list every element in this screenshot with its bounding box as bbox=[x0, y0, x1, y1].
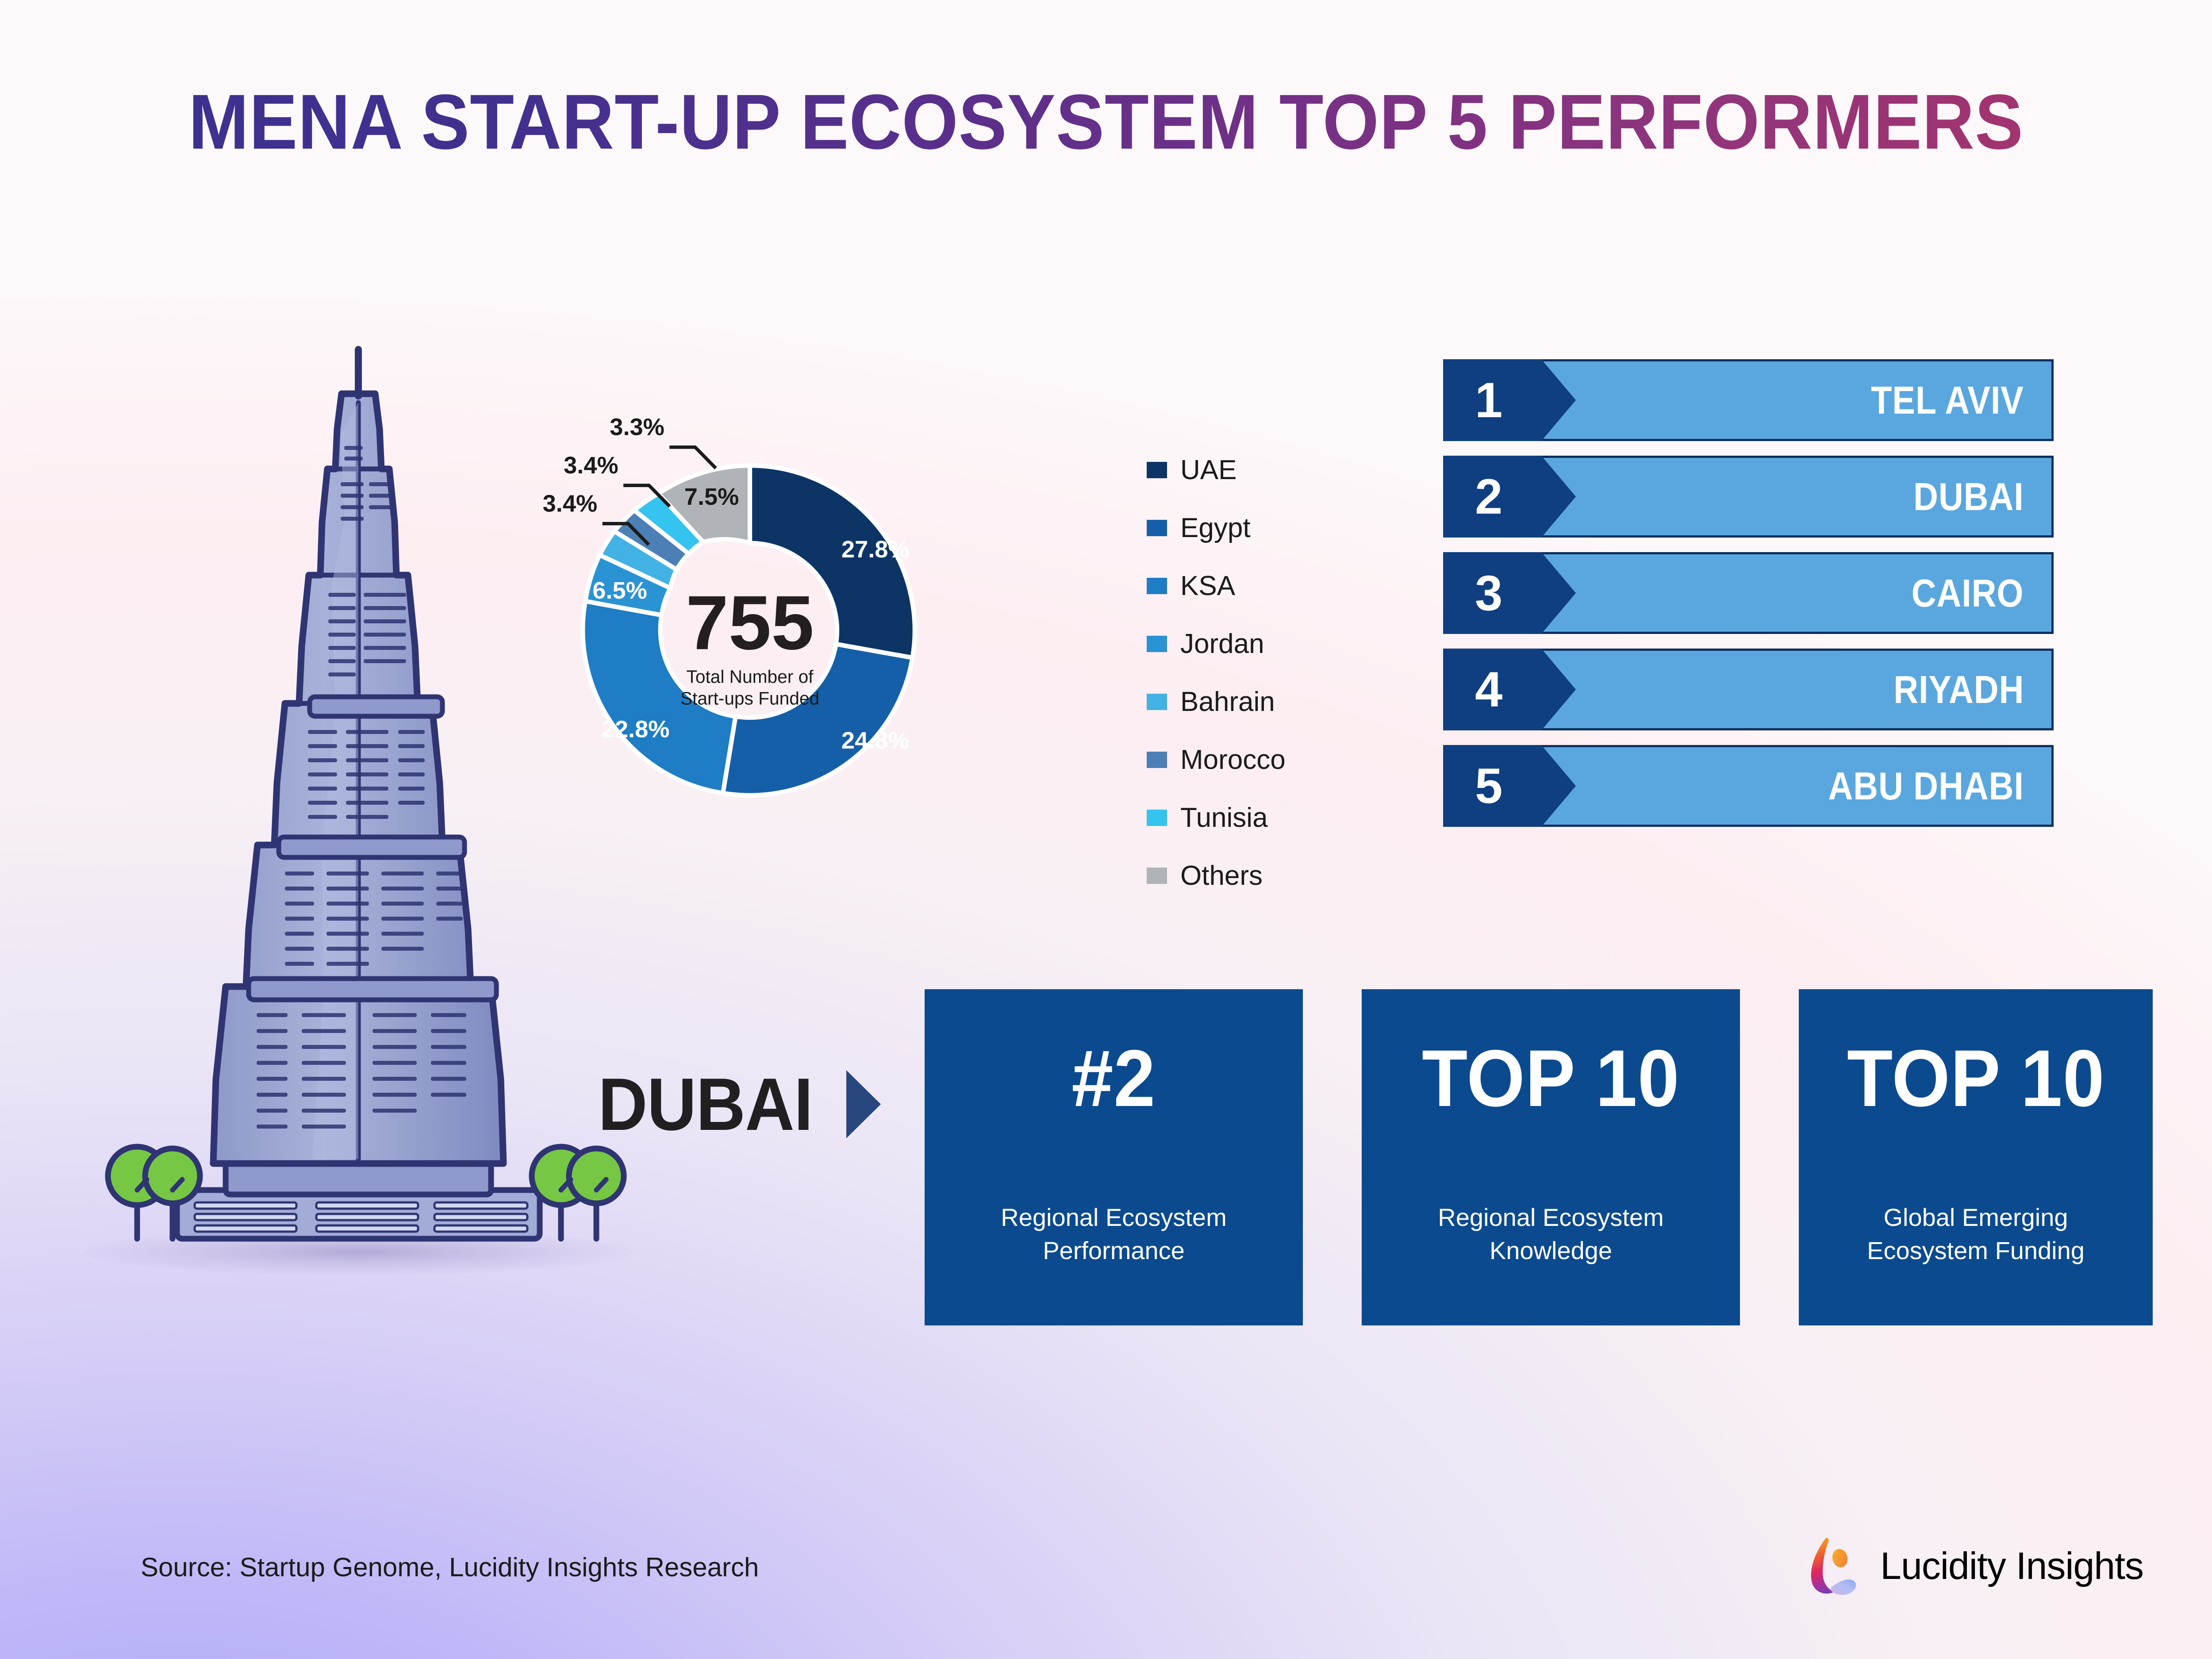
legend-label-others: Others bbox=[1180, 860, 1263, 891]
legend-item-tunisia: Tunisia bbox=[1147, 803, 1324, 832]
stat-caption-2-line2: Knowledge bbox=[1489, 1236, 1613, 1264]
stat-box-regional-performance: #2 Regional Ecosystem Performance bbox=[925, 989, 1303, 1325]
logo-dot bbox=[1832, 1549, 1848, 1567]
lucidity-insights-logo: Lucidity Insights bbox=[1806, 1535, 2144, 1597]
stat-caption-1-line2: Performance bbox=[1043, 1236, 1185, 1264]
rank-city-3: CAIRO bbox=[1912, 571, 2024, 615]
logo-swoosh bbox=[1831, 1579, 1856, 1595]
legend-item-uae: UAE bbox=[1147, 456, 1324, 484]
burj-khalifa-illustration bbox=[49, 336, 668, 1310]
slice-egypt bbox=[720, 641, 915, 798]
slice-label-tunisia: 3.3% bbox=[610, 414, 664, 441]
legend-label-uae: UAE bbox=[1180, 454, 1237, 485]
legend-swatch-morocco bbox=[1147, 752, 1167, 768]
slice-label-morocco: 3.4% bbox=[564, 452, 618, 479]
legend-label-jordan: Jordan bbox=[1180, 628, 1264, 659]
rank-badge-1: 1 bbox=[1443, 359, 1576, 441]
logo-l-stroke bbox=[1811, 1537, 1835, 1594]
legend-item-bahrain: Bahrain bbox=[1147, 687, 1324, 716]
lucidity-logo-icon bbox=[1806, 1535, 1863, 1597]
rank-number-2: 2 bbox=[1475, 469, 1503, 524]
legend-swatch-bahrain bbox=[1147, 694, 1167, 710]
legend-label-ksa: KSA bbox=[1180, 570, 1236, 601]
tree-group-right bbox=[529, 1144, 627, 1242]
dubai-callout: DUBAI bbox=[598, 1067, 881, 1141]
rank-number-1: 1 bbox=[1475, 372, 1503, 428]
leader-morocco bbox=[623, 484, 671, 508]
stat-caption-2-line1: Regional Ecosystem bbox=[1438, 1203, 1664, 1232]
legend-swatch-uae bbox=[1147, 462, 1167, 478]
page-title: MENA START-UP ECOSYSTEM TOP 5 PERFORMERS bbox=[77, 83, 2135, 161]
legend-label-tunisia: Tunisia bbox=[1180, 802, 1268, 833]
stat-caption-1: Regional Ecosystem Performance bbox=[989, 1201, 1238, 1267]
stat-caption-3: Global Emerging Ecosystem Funding bbox=[1855, 1201, 2096, 1267]
legend-item-morocco: Morocco bbox=[1147, 745, 1324, 774]
lucidity-logo-text: Lucidity Insights bbox=[1880, 1545, 2144, 1587]
rank-badge-4: 4 bbox=[1443, 649, 1576, 730]
legend-swatch-ksa bbox=[1147, 578, 1167, 594]
slice-label-uae: 27.8% bbox=[841, 536, 910, 563]
legend-item-egypt: Egypt bbox=[1147, 514, 1324, 542]
stat-caption-3-line2: Ecosystem Funding bbox=[1867, 1236, 2085, 1264]
slice-others bbox=[655, 463, 753, 546]
legend-item-jordan: Jordan bbox=[1147, 630, 1324, 658]
legend-swatch-egypt bbox=[1147, 520, 1167, 536]
source-note: Source: Startup Genome, Lucidity Insight… bbox=[141, 1552, 759, 1582]
legend-swatch-others bbox=[1147, 868, 1167, 884]
donut-chart: 27.8% 24.8% 22.8% 6.5% 7.5% 3.4% 3.4% 3.… bbox=[456, 336, 1044, 925]
stat-box-regional-knowledge: TOP 10 Regional Ecosystem Knowledge bbox=[1362, 989, 1740, 1325]
slice-ksa bbox=[580, 599, 738, 796]
stat-box-global-funding: TOP 10 Global Emerging Ecosystem Funding bbox=[1799, 989, 2153, 1325]
stat-value-1: #2 bbox=[1071, 1033, 1156, 1123]
stat-box-group: #2 Regional Ecosystem Performance TOP 10… bbox=[925, 989, 2153, 1325]
slice-label-egypt: 24.8% bbox=[841, 727, 910, 754]
rank-badge-2: 2 bbox=[1443, 456, 1576, 538]
rank-number-5: 5 bbox=[1475, 758, 1503, 814]
chart-legend: UAE Egypt KSA Jordan Bahrain Morocco Tun… bbox=[1147, 456, 1324, 890]
rank-city-2: DUBAI bbox=[1913, 474, 2024, 518]
stat-caption-1-line1: Regional Ecosystem bbox=[1001, 1203, 1227, 1232]
slice-label-ksa: 22.8% bbox=[602, 716, 670, 742]
rank-row-3: 3 CAIRO bbox=[1443, 552, 2054, 634]
rank-number-3: 3 bbox=[1475, 565, 1503, 621]
tree-group-left bbox=[105, 1144, 203, 1242]
rank-city-5: ABU DHABI bbox=[1828, 764, 2024, 808]
leader-tunisia bbox=[669, 445, 717, 470]
legend-label-morocco: Morocco bbox=[1180, 744, 1286, 775]
donut-center-value: 755 bbox=[686, 580, 814, 665]
rank-badge-5: 5 bbox=[1443, 745, 1576, 827]
slice-uae bbox=[747, 463, 917, 661]
rank-row-2: 2 DUBAI bbox=[1443, 456, 2054, 538]
leader-lines bbox=[602, 445, 717, 546]
slice-label-others: 7.5% bbox=[684, 484, 739, 510]
rank-row-4: 4 RIYADH bbox=[1443, 649, 2054, 730]
dubai-callout-label: DUBAI bbox=[598, 1063, 813, 1146]
donut-center-caption-2: Start-ups Funded bbox=[680, 688, 819, 709]
rank-badge-3: 3 bbox=[1443, 552, 1576, 634]
rank-city-1: TEL AVIV bbox=[1871, 378, 2024, 422]
rank-row-1: 1 TEL AVIV bbox=[1443, 359, 2054, 441]
leader-bahrain bbox=[602, 522, 650, 546]
legend-label-bahrain: Bahrain bbox=[1180, 686, 1275, 717]
legend-swatch-tunisia bbox=[1147, 810, 1167, 826]
city-ranking-list: 1 TEL AVIV 2 DUBAI 3 CAIRO 4 RIYADH 5 bbox=[1443, 359, 2054, 827]
slice-label-bahrain: 3.4% bbox=[543, 490, 598, 517]
legend-item-others: Others bbox=[1147, 861, 1324, 890]
legend-label-egypt: Egypt bbox=[1180, 512, 1251, 543]
rank-row-5: 5 ABU DHABI bbox=[1443, 745, 2054, 827]
donut-center-caption-1: Total Number of bbox=[687, 667, 814, 687]
legend-item-ksa: KSA bbox=[1147, 572, 1324, 600]
rank-number-4: 4 bbox=[1475, 661, 1503, 717]
stat-caption-2: Regional Ecosystem Knowledge bbox=[1426, 1201, 1675, 1267]
legend-swatch-jordan bbox=[1147, 636, 1167, 652]
donut-slices bbox=[580, 463, 917, 798]
slice-label-jordan: 6.5% bbox=[592, 577, 647, 604]
triangle-right-icon bbox=[846, 1070, 881, 1138]
stat-value-2: TOP 10 bbox=[1422, 1033, 1680, 1123]
stat-value-3: TOP 10 bbox=[1847, 1033, 2105, 1123]
stat-caption-3-line1: Global Emerging bbox=[1883, 1203, 2068, 1232]
rank-city-4: RIYADH bbox=[1893, 667, 2024, 711]
